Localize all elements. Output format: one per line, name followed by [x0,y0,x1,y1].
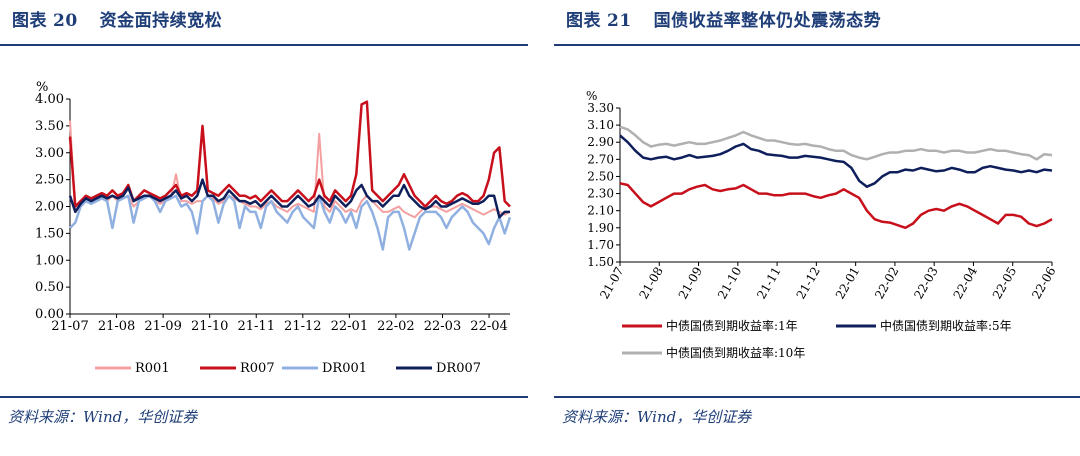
right-x-tick-label: 21-09 [676,265,705,302]
left-y-tick-label: 0.50 [35,280,64,295]
left-x-tick-label: 21-08 [98,319,135,334]
left-chart: % 0.00 0.50 1.00 1.50 2.00 2.50 3.00 3.50 4.00 21-… [35,80,512,376]
left-y-tick-label: 3.00 [35,146,64,161]
right-x-tick-label: 22-03 [911,265,940,302]
right-x-tick-label: 21-08 [636,265,665,302]
right-x-tick-label: 22-06 [1029,265,1058,302]
right-y-tick-label: 1.90 [587,221,614,235]
left-bottom-rule [0,396,528,398]
right-title-text: 国债收益率整体仍处震荡态势 [653,11,882,31]
right-y-unit-label: % [586,89,597,103]
left-y-tick-label: 2.50 [35,173,64,188]
left-x-tick-label: 22-01 [331,319,368,334]
right-y-tick-label: 2.10 [587,204,614,218]
right-title-number: 21 [607,11,632,31]
right-x-tick-label: 21-07 [597,265,626,302]
left-x-tick-label: 22-04 [470,319,507,334]
left-y-tick-label: 0.00 [35,307,64,322]
right-x-tick-label: 22-04 [951,264,981,301]
left-x-tick-label: 22-03 [424,319,461,334]
right-y-tick-label: 3.10 [587,118,614,132]
left-title-prefix: 图表 [12,11,47,31]
left-y-tick-label: 1.00 [35,253,64,268]
right-chart: % 1.50 1.70 1.90 2.10 2.30 2.50 2.70 2.90 3.10 3.3… [586,89,1059,360]
left-series-line-4 [68,178,510,219]
left-y-tick-label: 4.00 [35,92,64,107]
right-source-note: 资料来源：Wind，华创证券 [562,408,752,426]
left-legend-label: DR001 [322,361,367,376]
right-figure-title: 图表 21 国债收益率整体仍处震荡态势 [566,6,881,31]
right-y-tick-label: 3.30 [587,101,614,115]
left-title-number: 20 [53,11,78,31]
right-x-tick-label: 22-05 [990,265,1019,302]
right-bottom-rule [554,396,1080,398]
right-y-tick-label: 2.30 [587,187,614,201]
left-source-note: 资料来源：Wind，华创证券 [8,408,198,426]
left-x-tick-label: 21-09 [144,319,181,334]
right-series-line-1 [619,182,1053,230]
left-legend-label: R001 [135,361,170,376]
left-figure-title: 图表 20 资金面持续宽松 [12,6,222,31]
right-y-tick-label: 2.90 [587,135,614,149]
left-title-text: 资金面持续宽松 [99,11,223,31]
right-y-tick-label: 1.70 [587,238,614,252]
left-y-tick-label: 1.50 [35,226,64,241]
right-x-tick-label: 22-02 [872,265,901,302]
left-y-tick-label: 2.00 [35,200,64,215]
right-y-tick-label: 2.50 [587,169,614,183]
right-legend-label: 中债国债到期收益率:5年 [880,318,1012,333]
right-top-rule [554,44,1080,46]
left-panel: 图表 20 资金面持续宽松 % 0.00 0.50 1.00 1.50 2.00 2.50 3.0… [0,0,528,456]
left-series-line-2 [68,100,511,208]
right-series-line-3 [619,125,1053,161]
right-legend-label: 中债国债到期收益率:10年 [666,345,805,360]
left-x-tick-label: 21-07 [51,319,88,334]
left-y-unit-label: % [36,80,48,95]
right-legend-label: 中债国债到期收益率:1年 [666,318,798,333]
left-x-tick-label: 22-02 [377,319,414,334]
right-x-tick-label: 21-10 [715,265,744,302]
right-x-tick-label: 22-01 [833,265,862,302]
right-panel: 图表 21 国债收益率整体仍处震荡态势 % 1.50 1.70 1.90 2.10 2.30 2… [554,0,1080,456]
right-x-tick-label: 21-12 [794,265,823,302]
left-legend-label: DR007 [436,361,481,376]
left-y-tick-label: 3.50 [35,119,64,134]
right-y-tick-label: 1.50 [587,255,614,269]
right-series-line-2 [619,134,1053,188]
left-x-tick-label: 21-11 [238,319,275,334]
left-x-tick-label: 21-12 [284,319,321,334]
right-y-tick-label: 2.70 [587,152,614,166]
left-series-line-3 [69,194,512,251]
left-legend-label: R007 [240,361,275,376]
left-x-tick-label: 21-10 [191,319,228,334]
right-title-prefix: 图表 [566,11,601,31]
left-top-rule [0,44,528,46]
right-x-tick-label: 21-11 [754,265,783,302]
